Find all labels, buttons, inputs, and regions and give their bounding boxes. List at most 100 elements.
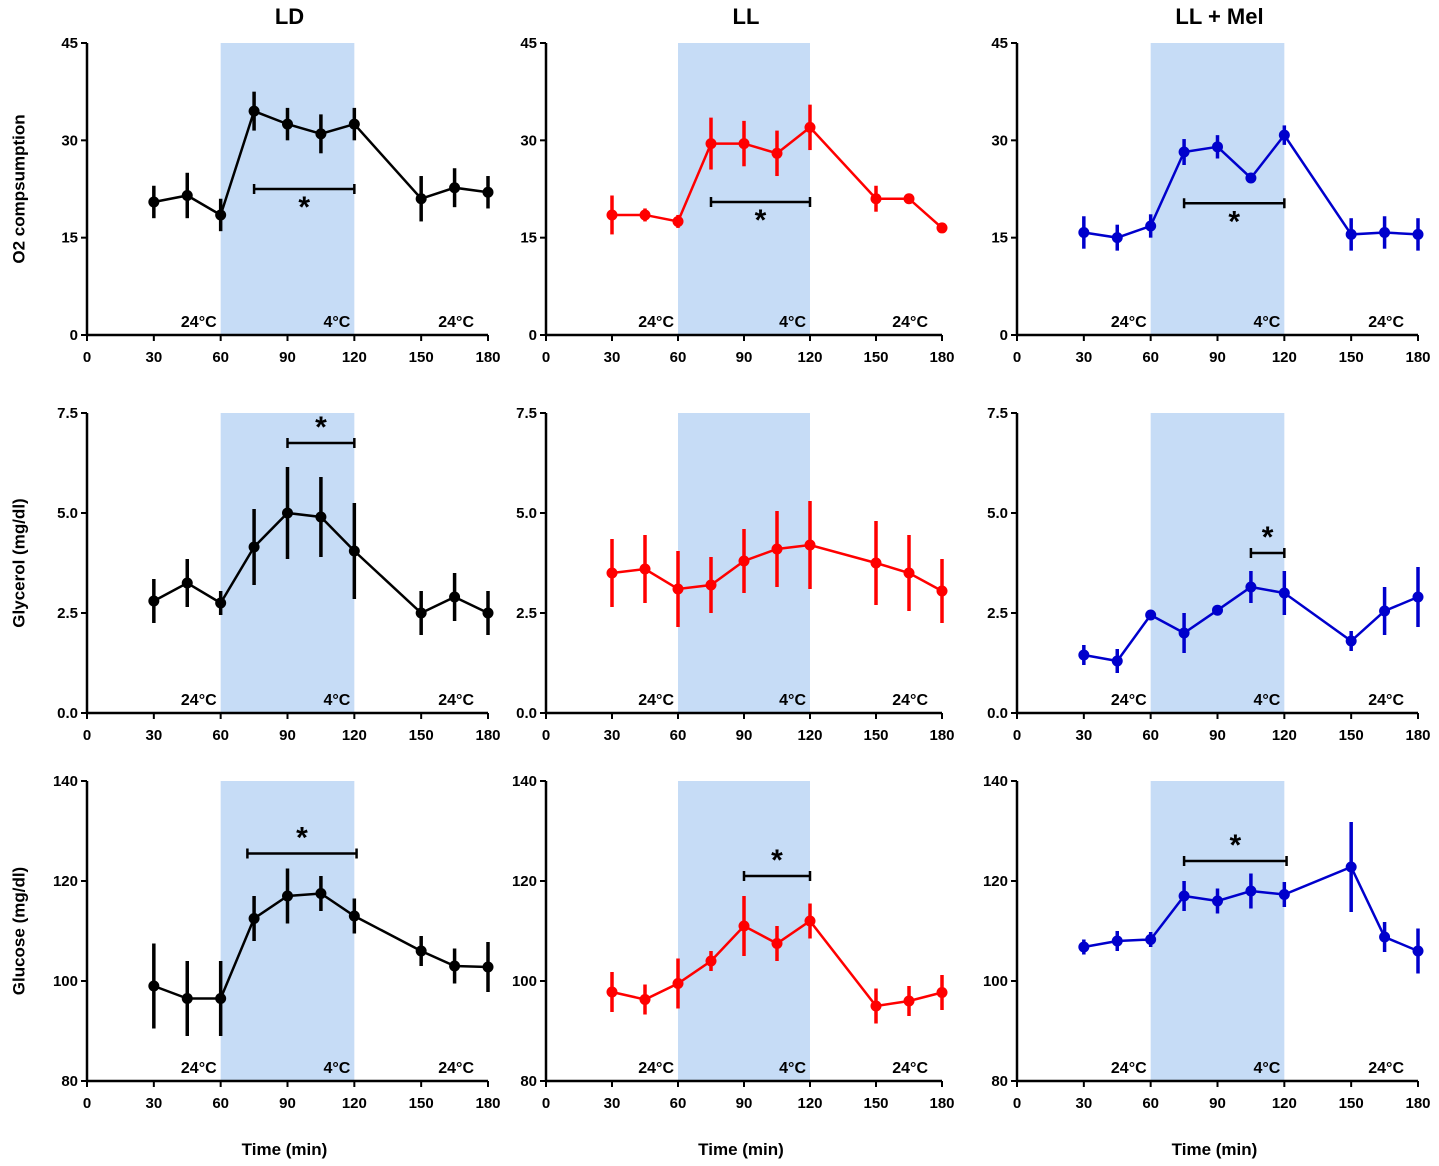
x-tick-label: 60 xyxy=(1142,1095,1159,1112)
x-tick-label: 0 xyxy=(83,727,91,744)
x-tick-label: 90 xyxy=(1209,349,1226,366)
data-point xyxy=(148,980,160,992)
x-tick-label: 90 xyxy=(1209,1095,1226,1112)
x-tick-label: 90 xyxy=(736,349,753,366)
y-tick-label: 100 xyxy=(512,973,537,990)
panel-1-1: LD O2 compsumption 0 15 30 45 0 30 60 90 120 150 180… xyxy=(9,4,500,366)
x-tick-label: 60 xyxy=(212,727,229,744)
x-tick-label: 0 xyxy=(1013,349,1021,366)
cold-period-shade xyxy=(1150,413,1285,713)
data-point xyxy=(1379,226,1391,238)
y-tick-label: 120 xyxy=(512,873,537,890)
x-tick-label: 30 xyxy=(1075,727,1092,744)
x-tick-label: 90 xyxy=(736,1095,753,1112)
temperature-label: 24°C xyxy=(181,1060,217,1077)
data-point xyxy=(215,597,227,609)
series-line xyxy=(611,919,943,1008)
y-tick-label: 140 xyxy=(53,773,78,790)
significance-bar xyxy=(286,438,356,448)
x-tick-label: 150 xyxy=(409,1095,434,1112)
column-title: LD xyxy=(275,4,304,29)
significance-star: * xyxy=(315,411,327,444)
x-axis-label: Time (min) xyxy=(698,1140,784,1159)
y-axis-label: Glucose (mg/dl) xyxy=(9,867,28,995)
y-tick-label: 7.5 xyxy=(987,405,1008,422)
series-line xyxy=(153,109,489,217)
data-point xyxy=(181,189,193,201)
series-line xyxy=(611,543,943,593)
y-axis-label: O2 compsumption xyxy=(9,114,28,263)
data-point xyxy=(639,563,651,575)
x-tick-label: 150 xyxy=(863,727,888,744)
data-point xyxy=(348,118,360,130)
data-point xyxy=(1278,129,1290,141)
x-tick-label: 30 xyxy=(1075,1095,1092,1112)
y-tick-label: 15 xyxy=(61,230,78,247)
y-tick-label: 45 xyxy=(520,35,537,52)
temperature-label: 24°C xyxy=(892,692,928,709)
data-point xyxy=(215,993,227,1004)
cold-period-shade xyxy=(1150,43,1285,335)
x-tick-label: 180 xyxy=(475,1095,500,1112)
data-point xyxy=(672,978,684,989)
temperature-label: 4°C xyxy=(779,314,806,331)
data-point xyxy=(449,591,461,603)
series-line xyxy=(1083,133,1419,239)
x-tick-label: 60 xyxy=(670,727,687,744)
x-tick-label: 180 xyxy=(1405,349,1430,366)
data-point xyxy=(1379,931,1391,943)
data-point xyxy=(1345,635,1357,647)
x-tick-label: 120 xyxy=(797,1095,822,1112)
significance-star: * xyxy=(771,844,783,877)
data-point xyxy=(1111,935,1123,947)
data-point xyxy=(870,1000,882,1012)
x-tick-label: 30 xyxy=(604,349,621,366)
x-axis-label: Time (min) xyxy=(1172,1140,1258,1159)
x-tick-label: 180 xyxy=(1405,727,1430,744)
y-tick-label: 30 xyxy=(61,132,78,149)
x-axis-label: Time (min) xyxy=(242,1140,328,1159)
data-point xyxy=(672,215,684,227)
data-point xyxy=(1145,609,1157,621)
x-tick-label: 0 xyxy=(1013,1095,1021,1112)
data-point xyxy=(415,193,427,205)
data-point xyxy=(181,577,193,589)
data-point xyxy=(282,118,293,130)
data-point xyxy=(1245,172,1257,184)
x-tick-label: 30 xyxy=(145,349,162,366)
temperature-label: 24°C xyxy=(1111,1060,1147,1077)
y-tick-label: 7.5 xyxy=(516,405,537,422)
data-point xyxy=(1278,587,1290,599)
data-point xyxy=(248,105,260,117)
data-point xyxy=(1412,945,1424,957)
x-tick-label: 120 xyxy=(797,727,822,744)
y-tick-label: 2.5 xyxy=(987,605,1008,622)
significance-star: * xyxy=(298,191,310,224)
y-tick-label: 30 xyxy=(991,132,1008,149)
data-point xyxy=(738,920,750,932)
data-point xyxy=(936,585,948,597)
data-point xyxy=(1078,649,1090,661)
data-point xyxy=(1379,605,1391,617)
temperature-label: 24°C xyxy=(638,1060,674,1077)
y-axis-label: Glycerol (mg/dl) xyxy=(9,498,28,627)
data-point xyxy=(1345,861,1357,873)
data-point xyxy=(1078,226,1090,238)
data-point xyxy=(639,994,651,1005)
significance-bar xyxy=(1182,856,1288,866)
data-point xyxy=(482,961,494,973)
series-line xyxy=(1083,585,1419,663)
panel-1-2: LL 0 15 30 45 0 30 60 90 120 150 180 24°C 4°C 24°C * xyxy=(520,4,954,366)
data-point xyxy=(903,567,915,579)
data-point xyxy=(1278,889,1290,900)
data-point xyxy=(1145,220,1157,232)
y-tick-label: 5.0 xyxy=(516,505,537,522)
x-tick-label: 150 xyxy=(409,349,434,366)
x-tick-label: 0 xyxy=(542,727,550,744)
y-tick-label: 80 xyxy=(991,1073,1008,1090)
temperature-label: 4°C xyxy=(779,692,806,709)
cold-period-shade xyxy=(220,781,355,1081)
data-point xyxy=(738,555,750,567)
x-tick-label: 120 xyxy=(797,349,822,366)
temperature-label: 24°C xyxy=(1111,314,1147,331)
